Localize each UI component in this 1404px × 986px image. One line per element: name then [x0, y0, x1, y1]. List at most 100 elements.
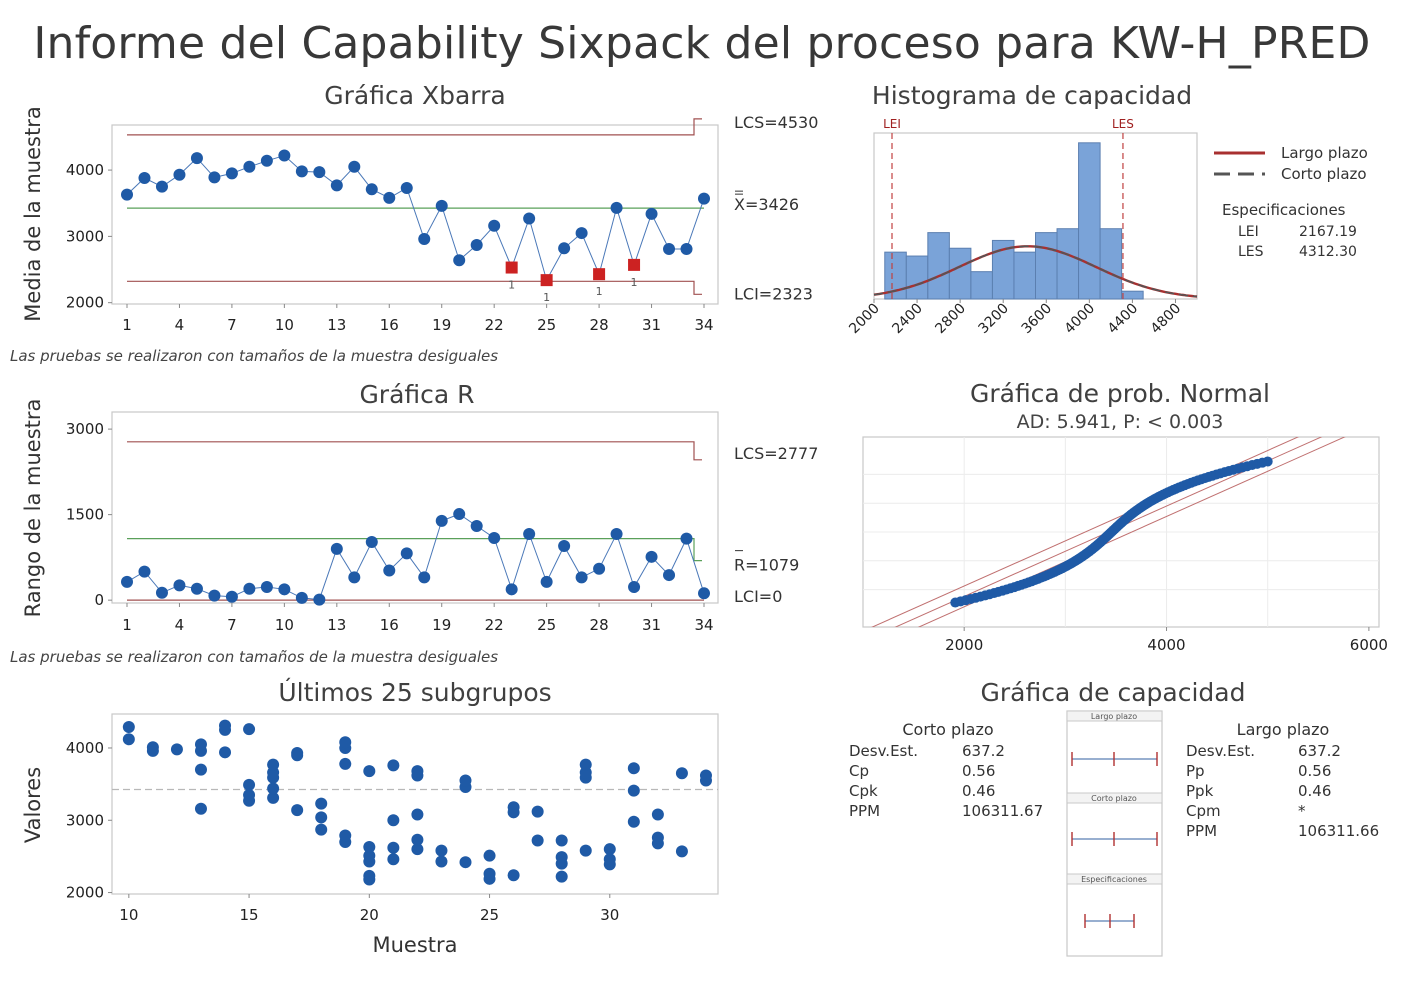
xbar-x-tick: 1: [122, 316, 132, 334]
long-term-header: Largo plazo: [1237, 720, 1330, 739]
r-point: [558, 539, 571, 552]
long-term-label: Ppk: [1186, 782, 1214, 800]
probplot-x-tick: 4000: [1147, 636, 1185, 654]
histogram-les-label: LES: [1112, 117, 1134, 131]
xbar-out-of-control-point: [628, 258, 641, 271]
xbar-lcl-line: [127, 280, 702, 295]
subgroups-point: [627, 762, 640, 775]
xbar-point: [278, 149, 291, 162]
histogram-x-tick: 2000: [846, 301, 883, 338]
r-title: Gráfica R: [359, 380, 474, 409]
xbar-point: [225, 167, 238, 180]
xbar-point: [260, 154, 273, 167]
xbar-x-tick: 31: [642, 316, 661, 334]
r-point: [575, 571, 588, 584]
xbar-unequal-note: Las pruebas se realizaron con tamaños de…: [10, 347, 498, 365]
xbar-lcl-label: LCI=2323: [734, 284, 813, 303]
xbar-point: [453, 254, 466, 267]
r-point: [260, 581, 273, 594]
xbar-out-of-control-point: [540, 274, 553, 287]
report-title: Informe del Capability Sixpack del proce…: [33, 18, 1371, 69]
r-point: [680, 532, 693, 545]
xbar-point: [435, 199, 448, 212]
subgroups-x-tick: 30: [600, 906, 619, 924]
subgroups-point: [387, 853, 400, 866]
xbar-out-of-control-point: [593, 268, 606, 281]
histogram-bar: [1121, 290, 1144, 300]
xbar-x-tick: 19: [432, 316, 451, 334]
short-term-value: 637.2: [962, 742, 1005, 760]
r-point: [523, 528, 536, 541]
long-term-value: 0.46: [1298, 782, 1331, 800]
xbar-point: [208, 171, 221, 184]
r-point: [663, 569, 676, 582]
histogram-x-tick: 4400: [1105, 301, 1142, 338]
subgroups-point: [435, 855, 448, 868]
r-x-tick: 13: [327, 616, 346, 634]
r-x-tick: 28: [590, 616, 609, 634]
xbar-point: [365, 183, 378, 196]
subgroups-point: [267, 758, 280, 771]
subgroups-point: [531, 805, 544, 818]
r-y-tick: 0: [94, 591, 104, 609]
subgroups-point: [194, 738, 207, 751]
r-point: [295, 591, 308, 604]
xbar-out-of-control-point: [505, 261, 518, 274]
r-point: [628, 581, 641, 594]
subgroups-x-tick: 15: [240, 906, 259, 924]
r-point: [278, 583, 291, 596]
xbar-y-tick: 3000: [66, 227, 104, 245]
r-x-tick: 4: [175, 616, 185, 634]
subgroups-point: [315, 823, 328, 836]
subgroups-point: [387, 841, 400, 854]
subgroups-point: [339, 829, 352, 842]
subgroups-point: [555, 870, 568, 883]
r-y-tick: 3000: [66, 420, 104, 438]
subgroups-point: [267, 782, 280, 795]
xbar-point: [558, 242, 571, 255]
subgroups-point: [675, 845, 688, 858]
xbar-x-tick: 7: [227, 316, 237, 334]
r-center-label: R=1079: [734, 556, 799, 575]
probplot-subtitle: AD: 5.941, P: < 0.003: [1017, 411, 1224, 433]
xbar-series-line: [126, 154, 705, 282]
xbar-test-label: 1: [596, 285, 603, 298]
r-unequal-note: Las pruebas se realizaron con tamaños de…: [10, 648, 498, 666]
r-point: [208, 589, 221, 602]
xbar-point: [470, 238, 483, 251]
xbar-point: [348, 160, 361, 173]
r-point: [435, 514, 448, 527]
xbar-point: [488, 219, 501, 232]
subgroups-point: [435, 844, 448, 857]
xbar-point: [418, 233, 431, 246]
subgroups-point: [555, 834, 568, 847]
xbar-point: [663, 242, 676, 255]
subgroups-point: [291, 747, 304, 760]
r-point: [243, 582, 256, 595]
subgroups-point: [243, 788, 256, 801]
histogram-legend-long-label: Largo plazo: [1281, 144, 1368, 162]
xbar-point: [400, 181, 413, 194]
xbar-x-tick: 4: [175, 316, 185, 334]
r-point: [698, 587, 710, 600]
r-plot-area: [111, 411, 719, 604]
xbar-test-label: 1: [508, 279, 515, 292]
subgroups-x-tick: 25: [480, 906, 499, 924]
subgroups-point: [315, 811, 328, 824]
subgroups-point: [243, 723, 256, 736]
xbar-x-tick: 22: [485, 316, 504, 334]
r-point: [418, 571, 431, 584]
subgroups-point: [603, 843, 616, 856]
r-point: [383, 564, 396, 577]
subgroups-point: [291, 804, 304, 817]
xbar-x-tick: 28: [590, 316, 609, 334]
subgroups-point: [194, 763, 207, 776]
r-x-tick: 25: [537, 616, 556, 634]
subgroups-title: Últimos 25 subgrupos: [278, 677, 551, 707]
r-ucl-line: [127, 441, 702, 461]
r-point: [330, 542, 343, 555]
subgroups-point: [339, 736, 352, 749]
r-x-tick: 19: [432, 616, 451, 634]
